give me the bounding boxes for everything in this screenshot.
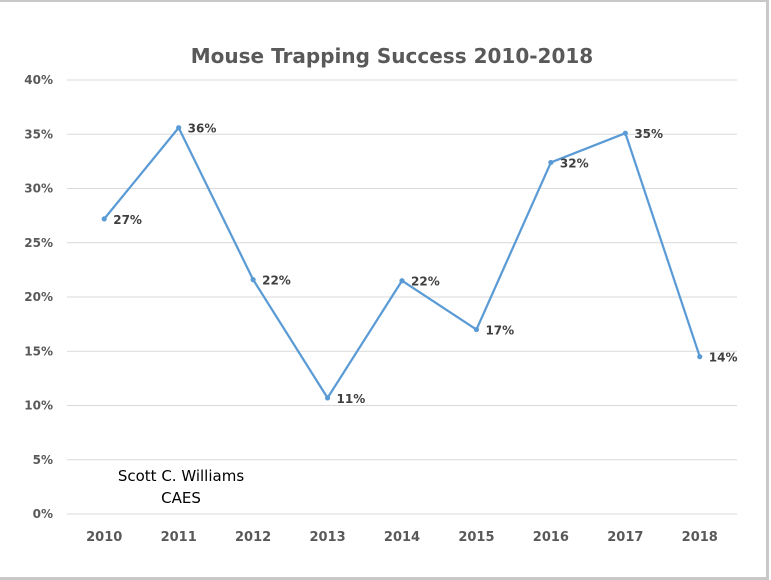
data-point xyxy=(250,277,256,283)
x-tick-label: 2013 xyxy=(309,530,345,545)
data-label: 14% xyxy=(709,351,738,365)
series-line xyxy=(103,126,701,400)
data-label: 22% xyxy=(262,274,291,288)
y-tick-label: 5% xyxy=(33,453,53,467)
data-label: 35% xyxy=(634,127,663,141)
series-line-group xyxy=(101,125,703,401)
institution-annotation: CAES xyxy=(161,489,201,507)
data-point xyxy=(176,125,182,131)
data-label: 32% xyxy=(560,156,589,170)
data-label: 36% xyxy=(188,122,217,136)
y-tick-label: 10% xyxy=(24,399,53,413)
data-point xyxy=(622,130,628,136)
y-tick-label: 30% xyxy=(24,182,53,196)
y-tick-label: 20% xyxy=(24,290,53,304)
data-point xyxy=(473,326,480,333)
y-tick-label: 40% xyxy=(24,73,53,87)
data-point xyxy=(697,354,703,360)
x-axis-ticks: 2010 2011 2012 2013 2014 2015 2016 2017 2018 xyxy=(86,530,718,545)
chart-title: Mouse Trapping Success 2010-2018 xyxy=(191,44,593,68)
y-tick-label: 0% xyxy=(33,507,53,521)
x-tick-label: 2018 xyxy=(682,530,718,545)
data-label: 17% xyxy=(485,324,514,338)
x-tick-label: 2010 xyxy=(86,530,122,545)
data-point xyxy=(324,395,331,401)
data-point xyxy=(548,159,554,166)
x-tick-label: 2012 xyxy=(235,530,271,545)
x-tick-label: 2014 xyxy=(384,530,420,545)
data-label: 27% xyxy=(113,213,142,227)
y-axis-ticks: 0% 5% 10% 15% 20% 25% 30% 35% 40% xyxy=(24,73,53,521)
data-label: 22% xyxy=(411,275,440,289)
author-annotation: Scott C. Williams xyxy=(118,467,244,485)
x-tick-label: 2016 xyxy=(533,530,569,545)
data-point xyxy=(101,216,107,222)
x-tick-label: 2017 xyxy=(607,530,643,545)
y-tick-label: 35% xyxy=(24,127,53,141)
x-tick-label: 2015 xyxy=(458,530,494,545)
x-tick-label: 2011 xyxy=(161,530,197,545)
data-point xyxy=(399,278,405,284)
y-tick-label: 15% xyxy=(24,344,53,358)
data-label: 11% xyxy=(337,392,366,406)
gridlines xyxy=(67,79,737,515)
y-tick-label: 25% xyxy=(24,236,53,250)
data-labels: 27% 36% 22% 11% 22% 17% 32% 35% 14% xyxy=(113,122,737,406)
